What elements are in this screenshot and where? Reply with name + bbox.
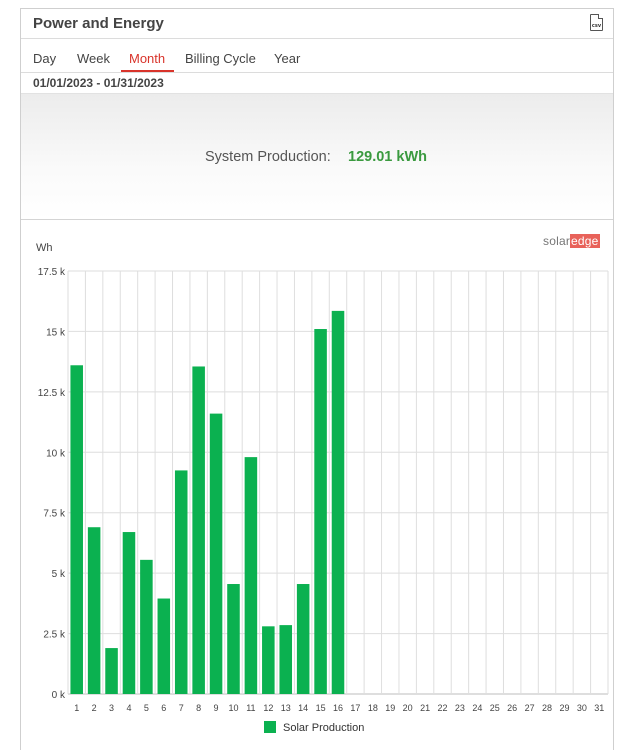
logo-edge: edge bbox=[570, 234, 600, 248]
tab-day[interactable]: Day bbox=[33, 51, 57, 66]
panel-header: Power and Energy csv bbox=[21, 9, 613, 39]
x-tick-label: 12 bbox=[263, 703, 273, 713]
x-tick-label: 9 bbox=[214, 703, 219, 713]
date-range: 01/01/2023 - 01/31/2023 bbox=[33, 76, 164, 90]
x-tick-label: 26 bbox=[507, 703, 517, 713]
tab-year[interactable]: Year bbox=[274, 51, 301, 66]
y-tick-label: 17.5 k bbox=[38, 267, 66, 278]
y-tick-label: 5 k bbox=[52, 569, 66, 580]
bar-day-1 bbox=[70, 365, 83, 694]
x-tick-label: 30 bbox=[577, 703, 587, 713]
tab-billing-cycle[interactable]: Billing Cycle bbox=[185, 51, 256, 66]
energy-bar-chart: Wh0 k2.5 k5 k7.5 k10 k12.5 k15 k17.5 k1 2… bbox=[36, 242, 609, 734]
x-tick-label: 2 bbox=[92, 703, 97, 713]
bar-day-4 bbox=[122, 532, 136, 694]
x-tick-label: 20 bbox=[403, 703, 413, 713]
x-tick-label: 17 bbox=[350, 703, 360, 713]
x-tick-label: 21 bbox=[420, 703, 430, 713]
power-energy-panel: Power and Energy csv Day Week Month Bill… bbox=[20, 8, 614, 750]
x-tick-label: 8 bbox=[196, 703, 201, 713]
x-tick-label: 19 bbox=[385, 703, 395, 713]
bar-day-12 bbox=[262, 626, 275, 694]
tab-month-underline bbox=[121, 70, 174, 72]
bar-day-15 bbox=[314, 329, 327, 694]
y-tick-label: 15 k bbox=[46, 327, 66, 338]
bar-day-10 bbox=[227, 584, 240, 694]
bar-day-9 bbox=[209, 413, 223, 694]
period-tabs: Day Week Month Billing Cycle Year bbox=[21, 39, 613, 73]
y-tick-label: 12.5 k bbox=[38, 388, 66, 399]
system-production-value: 129.01 kWh bbox=[348, 149, 427, 165]
tab-month[interactable]: Month bbox=[129, 51, 166, 66]
system-production-label: System Production: bbox=[205, 149, 331, 165]
legend-label: Solar Production bbox=[283, 722, 364, 734]
bar-day-3 bbox=[105, 648, 118, 694]
x-tick-label: 10 bbox=[228, 703, 238, 713]
solaredge-logo: solaredge bbox=[543, 234, 600, 248]
csv-file-icon[interactable]: csv bbox=[590, 14, 603, 31]
bar-day-13 bbox=[279, 625, 293, 694]
x-tick-label: 3 bbox=[109, 703, 114, 713]
y-axis-label: Wh bbox=[36, 242, 53, 254]
bar-day-2 bbox=[87, 527, 101, 694]
x-tick-label: 29 bbox=[559, 703, 569, 713]
bar-day-16 bbox=[331, 310, 345, 694]
y-tick-label: 2.5 k bbox=[43, 630, 66, 641]
bar-day-7 bbox=[174, 470, 188, 694]
bar-day-5 bbox=[140, 559, 153, 694]
logo-solar: solar bbox=[543, 234, 571, 248]
tab-week[interactable]: Week bbox=[77, 51, 110, 66]
legend-swatch bbox=[264, 721, 276, 733]
y-tick-label: 7.5 k bbox=[43, 509, 66, 520]
x-tick-label: 28 bbox=[542, 703, 552, 713]
x-tick-label: 27 bbox=[525, 703, 535, 713]
x-tick-label: 25 bbox=[490, 703, 500, 713]
y-tick-label: 10 k bbox=[46, 448, 66, 459]
bar-day-14 bbox=[296, 584, 310, 694]
x-tick-label: 16 bbox=[333, 703, 343, 713]
bar-day-6 bbox=[157, 598, 171, 694]
x-tick-label: 5 bbox=[144, 703, 149, 713]
panel-title: Power and Energy bbox=[33, 15, 164, 32]
x-tick-label: 24 bbox=[472, 703, 482, 713]
x-tick-label: 1 bbox=[74, 703, 79, 713]
x-tick-label: 4 bbox=[126, 703, 131, 713]
x-tick-label: 11 bbox=[246, 703, 255, 713]
y-tick-label: 0 k bbox=[52, 690, 66, 701]
bar-day-11 bbox=[244, 457, 258, 694]
x-tick-label: 6 bbox=[161, 703, 166, 713]
x-tick-label: 7 bbox=[179, 703, 184, 713]
x-tick-label: 14 bbox=[298, 703, 308, 713]
x-tick-label: 31 bbox=[594, 703, 604, 713]
x-tick-label: 18 bbox=[368, 703, 378, 713]
x-tick-label: 13 bbox=[281, 703, 291, 713]
x-tick-label: 23 bbox=[455, 703, 465, 713]
production-summary: System Production: 129.01 kWh bbox=[21, 93, 613, 220]
bar-day-8 bbox=[192, 366, 205, 694]
x-tick-label: 22 bbox=[438, 703, 448, 713]
csv-icon-label: csv bbox=[591, 23, 602, 29]
x-tick-label: 15 bbox=[316, 703, 326, 713]
